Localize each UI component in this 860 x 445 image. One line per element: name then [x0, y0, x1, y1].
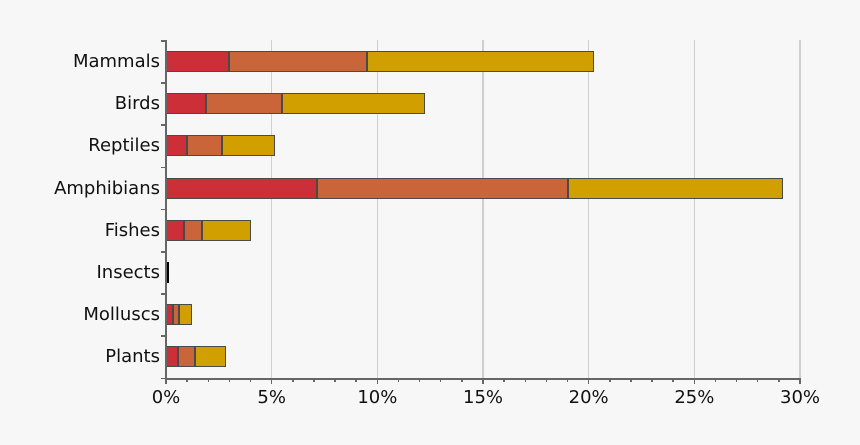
x-tick: [334, 378, 336, 382]
y-tick: [161, 251, 166, 253]
category-label: Reptiles: [88, 135, 160, 157]
x-tick: [249, 378, 252, 382]
bar-segment: [229, 51, 367, 72]
bar-segment: [201, 219, 251, 241]
x-tick-label: 10%: [357, 387, 398, 408]
x-tick: [630, 378, 632, 382]
x-tick-label: 0%: [151, 387, 181, 408]
x-tick: [186, 378, 188, 382]
x-tick: [207, 378, 210, 382]
y-tick: [161, 377, 166, 380]
category-label: Insects: [96, 262, 160, 283]
gridline: [270, 40, 273, 378]
category-label: Birds: [114, 93, 160, 115]
bar-segment: [567, 177, 784, 199]
x-tick: [756, 378, 759, 382]
y-tick: [161, 124, 166, 126]
x-tick: [397, 378, 400, 382]
category-label: Fishes: [104, 219, 160, 241]
gridline: [587, 40, 590, 378]
bar-segment: [317, 177, 568, 199]
x-tick: [778, 378, 780, 382]
y-tick: [161, 40, 166, 42]
x-tick: [482, 378, 484, 384]
bar-segment: [177, 346, 195, 368]
category-label: Amphibians: [54, 177, 160, 199]
bar-segment: [183, 219, 202, 241]
x-tick: [693, 378, 696, 384]
x-tick: [566, 378, 569, 382]
x-tick: [165, 378, 167, 384]
x-tick-label: 15%: [462, 387, 504, 408]
gridline: [376, 40, 379, 378]
x-tick: [524, 378, 527, 382]
y-tick: [161, 166, 166, 169]
x-tick: [292, 378, 294, 382]
x-tick-label: 25%: [674, 387, 715, 408]
x-tick: [799, 378, 801, 384]
bar-segment: [166, 262, 169, 283]
bar-segment: [166, 219, 184, 241]
x-tick: [355, 378, 357, 382]
x-tick: [735, 378, 738, 382]
bar-segment: [166, 51, 230, 72]
x-tick: [228, 378, 231, 382]
x-tick: [439, 378, 442, 382]
bar-segment: [166, 93, 207, 115]
bar-segment: [166, 346, 178, 368]
gridline: [799, 40, 801, 378]
x-tick: [587, 378, 590, 384]
y-tick: [161, 82, 166, 84]
gridline: [693, 40, 696, 378]
bar-segment: [222, 135, 275, 157]
y-tick: [161, 335, 166, 337]
x-tick: [461, 378, 463, 382]
x-tick: [376, 378, 379, 384]
bar-segment: [166, 304, 174, 326]
bar-segment: [166, 177, 318, 199]
bar-segment: [194, 346, 227, 368]
y-tick: [161, 293, 166, 295]
x-tick: [313, 378, 315, 382]
category-label: Molluscs: [83, 304, 160, 326]
bar-segment: [366, 51, 594, 72]
x-tick: [672, 378, 674, 382]
x-tick-label: 5%: [257, 387, 286, 408]
bar-segment: [187, 135, 222, 157]
bar-segment: [282, 93, 425, 115]
x-tick: [270, 378, 273, 384]
gridline: [482, 40, 484, 378]
y-tick: [161, 208, 166, 211]
x-tick-label: 20%: [568, 387, 609, 408]
bar-segment: [178, 304, 193, 326]
x-tick: [609, 378, 611, 382]
x-tick-label: 30%: [779, 387, 821, 408]
bar-segment: [206, 93, 283, 115]
x-tick: [651, 378, 653, 382]
x-tick: [418, 378, 421, 382]
x-tick: [714, 378, 717, 382]
x-tick: [545, 378, 548, 382]
category-label: Mammals: [72, 51, 160, 72]
category-label: Plants: [105, 346, 160, 368]
x-tick: [503, 378, 505, 382]
bar-segment: [166, 135, 188, 157]
bar-segment: [173, 304, 179, 326]
